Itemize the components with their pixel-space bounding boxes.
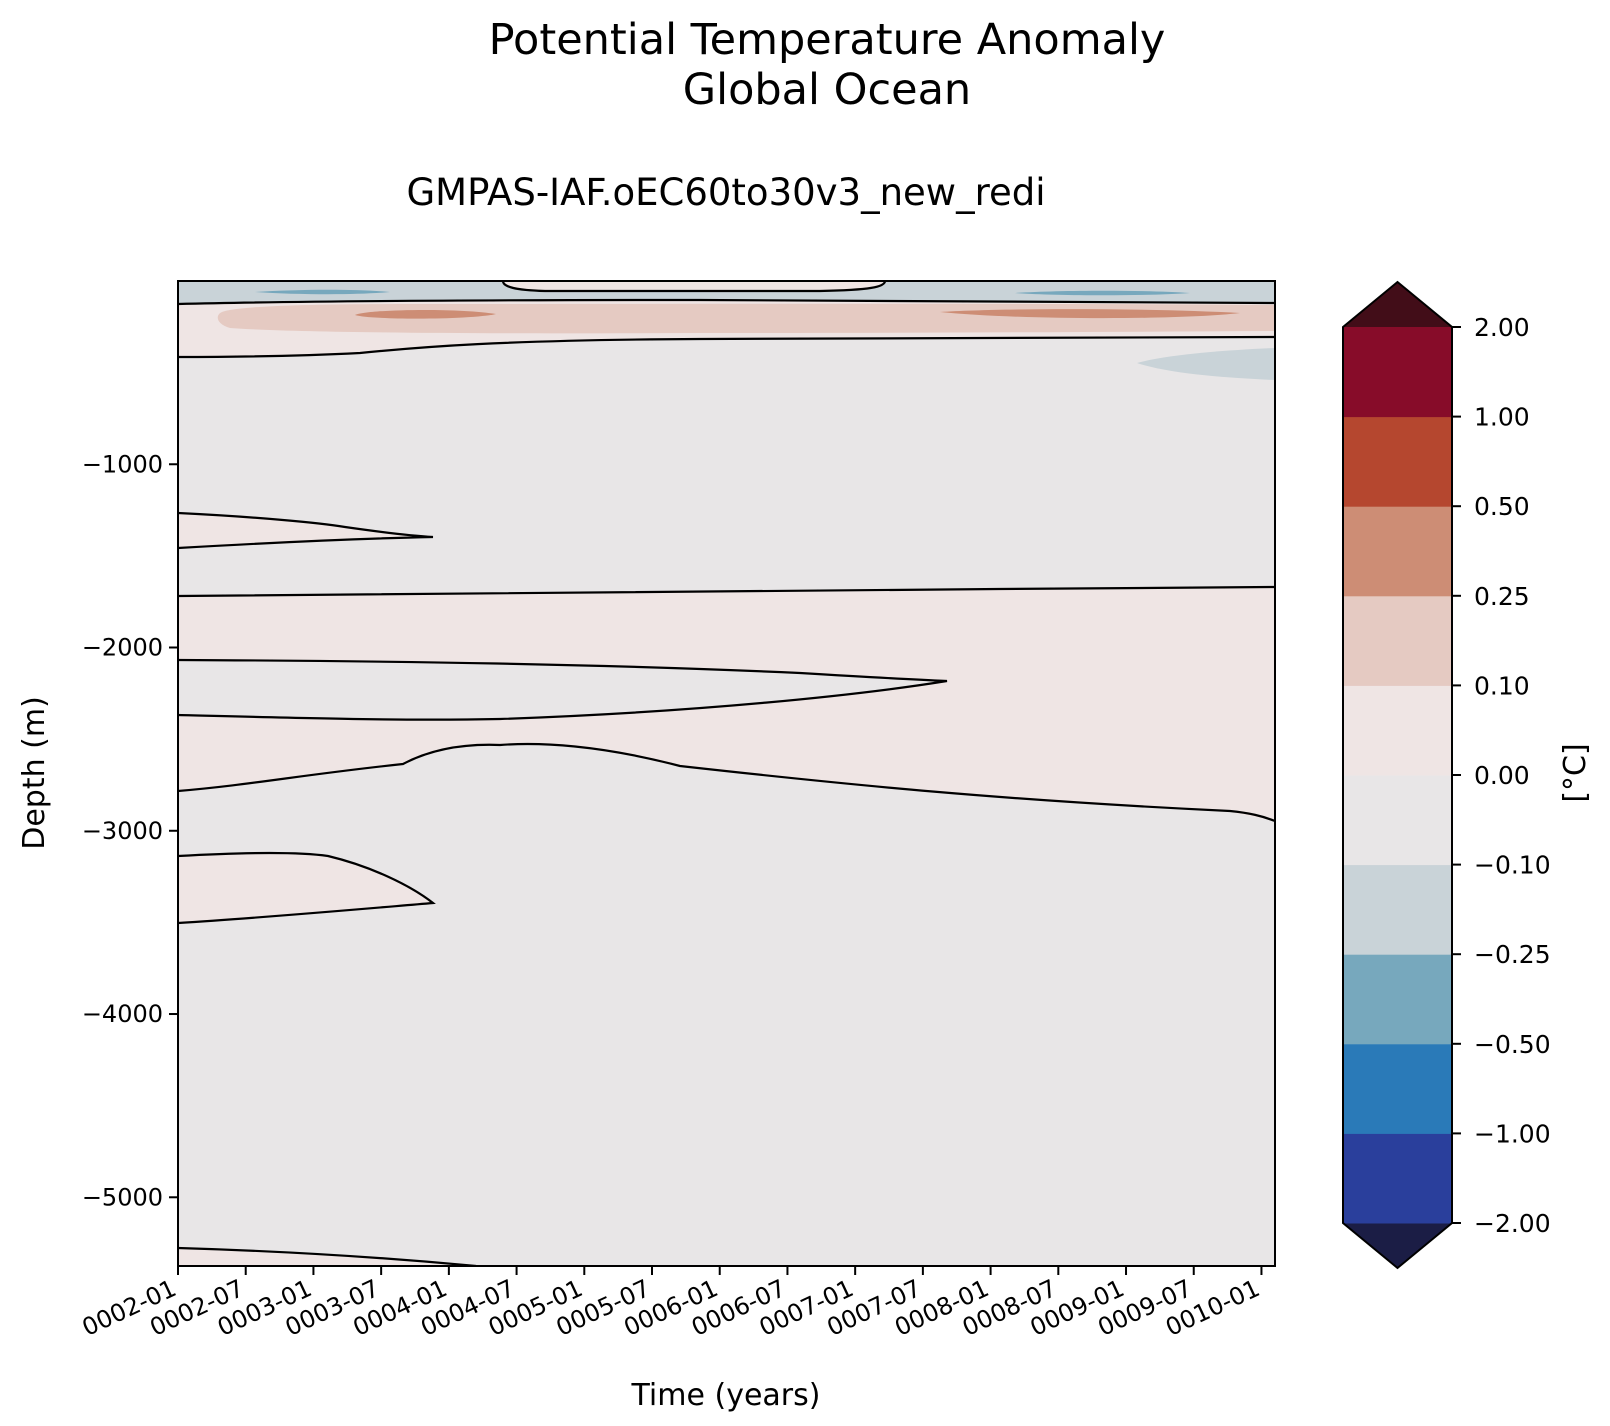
plot-area xyxy=(178,281,1275,1266)
y-tick-label: −3000 xyxy=(82,817,163,845)
colorbar-extend-max xyxy=(1343,282,1452,327)
x-axis-label: Time (years) xyxy=(631,1378,821,1413)
colorbar-tick-label: 2.00 xyxy=(1474,313,1530,342)
y-tick-label: −1000 xyxy=(82,450,163,478)
colorbar-bin xyxy=(1343,775,1452,866)
surface-cool-core-late xyxy=(1015,290,1190,296)
colorbar-tick-label: 1.00 xyxy=(1474,403,1530,432)
warm-band-0.10-0.25 xyxy=(217,303,1275,334)
colorbar-tick-label: 0.50 xyxy=(1474,492,1530,521)
y-tick-label: −2000 xyxy=(82,634,163,662)
contour-line xyxy=(178,658,948,721)
contour-line xyxy=(178,335,1275,359)
surface-warm-patch xyxy=(503,281,884,291)
colorbar-bin xyxy=(1343,954,1452,1045)
contour-lines xyxy=(178,281,1275,1266)
colorbar-bin xyxy=(1343,416,1452,507)
chart-title-line-2: Global Ocean xyxy=(683,65,971,115)
chart-subtitle: GMPAS-IAF.oEC60to30v3_new_redi xyxy=(406,171,1045,214)
colorbar-label: [°C] xyxy=(1558,743,1593,802)
contour-line xyxy=(178,1246,477,1266)
colorbar-tick-label: −2.00 xyxy=(1474,1209,1551,1238)
colorbar: −2.00 −1.00 −0.50 −0.25 −0.10 0.00 0.10 0.25 0.5… xyxy=(1342,280,1551,1270)
colorbar-bin xyxy=(1343,506,1452,597)
contour-line xyxy=(178,742,1275,823)
colorbar-tick-label: 0.00 xyxy=(1474,761,1530,790)
warm-core-late xyxy=(940,309,1240,319)
colorbar-bin xyxy=(1343,595,1452,686)
cool-tongue-late xyxy=(1137,348,1275,380)
colorbar-extend-min xyxy=(1343,1223,1452,1268)
contour-line xyxy=(178,585,1275,598)
colorbar-tick-label: −0.25 xyxy=(1474,940,1551,969)
y-tick-label: −5000 xyxy=(82,1183,163,1211)
contour-line xyxy=(178,298,1275,306)
colorbar-tick-label: −0.10 xyxy=(1474,851,1551,880)
y-tick-label: −4000 xyxy=(82,1000,163,1028)
colorbar-bin xyxy=(1343,327,1452,418)
intermediate-warm-wedge xyxy=(178,513,433,548)
surface-cool-layer xyxy=(178,281,1275,304)
colorbar-tick-label: −1.00 xyxy=(1474,1119,1551,1148)
mid-depth-cool-lens xyxy=(178,660,947,720)
x-axis: 0002-010002-070003-010003-070004-010004-… xyxy=(78,1266,1264,1342)
contour-line xyxy=(178,511,434,550)
surface-cool-core-early xyxy=(255,289,390,295)
colorbar-bin xyxy=(1343,1043,1452,1134)
plot-frame xyxy=(177,280,1276,1267)
colorbar-bin xyxy=(1343,864,1452,955)
chart-title-line-1: Potential Temperature Anomaly xyxy=(489,15,1166,65)
colorbar-bin xyxy=(1343,1133,1452,1224)
colorbar-tick-label: 0.10 xyxy=(1474,671,1530,700)
colorbar-tick-label: −0.50 xyxy=(1474,1030,1551,1059)
contour-line xyxy=(501,281,887,293)
bottom-warm-layer xyxy=(178,1248,476,1266)
contour-line xyxy=(178,851,436,925)
warm-core-early xyxy=(355,309,496,319)
deep-warm-wedge xyxy=(178,853,433,923)
colorbar-tick-label: 0.25 xyxy=(1474,582,1530,611)
colorbar-bin xyxy=(1343,685,1452,776)
y-axis: −1000 −2000 −3000 −4000 −5000 xyxy=(82,450,178,1211)
y-axis-label: Depth (m) xyxy=(17,696,52,850)
